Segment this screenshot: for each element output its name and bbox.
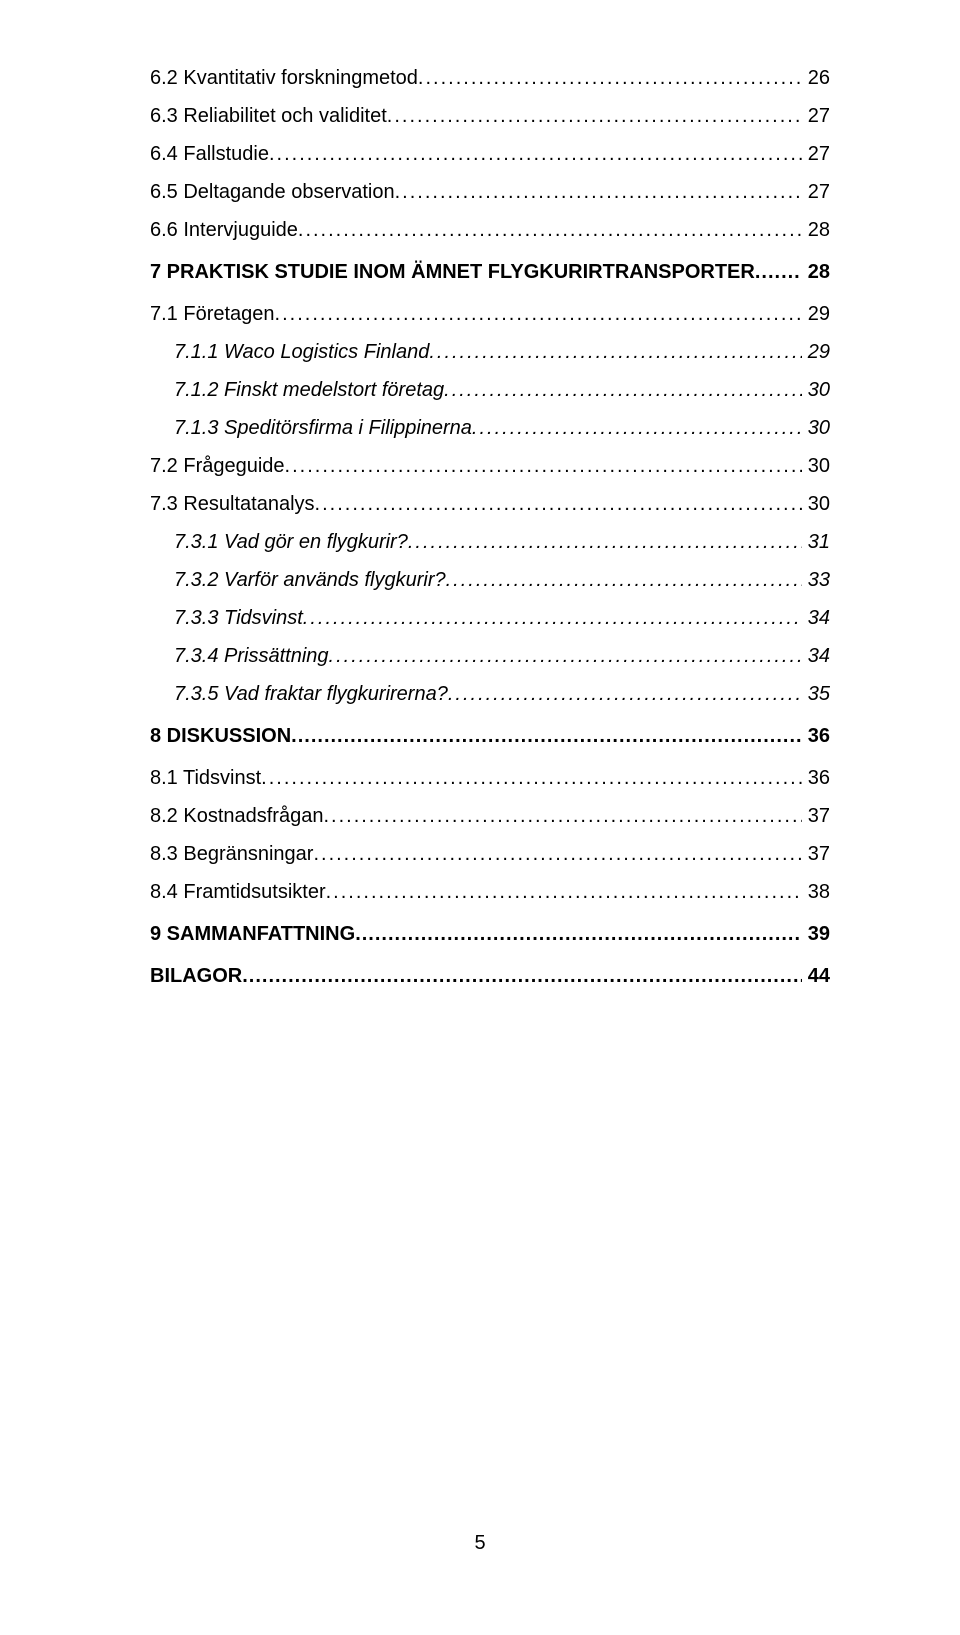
toc-leader-dots	[315, 494, 802, 514]
toc-entry-label: 8 DISKUSSION	[150, 726, 291, 746]
toc-entry-page: 34	[802, 646, 830, 666]
toc-entry-label: 7.3.1 Vad gör en flygkurir?	[174, 532, 408, 552]
toc-entry-label: BILAGOR	[150, 966, 242, 986]
toc-entry: 7.3.4 Prissättning 34	[150, 646, 830, 666]
toc-entry-label: 7.1.1 Waco Logistics Finland	[174, 342, 429, 362]
toc-entry: 7.1.1 Waco Logistics Finland 29	[150, 342, 830, 362]
toc-entry-page: 39	[802, 924, 830, 944]
toc-leader-dots	[242, 966, 802, 986]
page-number: 5	[0, 1532, 960, 1555]
table-of-contents: 6.2 Kvantitativ forskningmetod 26 6.3 Rel…	[150, 68, 830, 986]
toc-entry-label: 7.1 Företagen	[150, 304, 275, 324]
toc-entry-label: 7.1.2 Finskt medelstort företag	[174, 380, 444, 400]
toc-entry-page: 28	[802, 262, 830, 282]
toc-entry-page: 38	[802, 882, 830, 902]
toc-leader-dots	[387, 106, 802, 126]
toc-leader-dots	[355, 924, 802, 944]
toc-entry-label: 7 PRAKTISK STUDIE INOM ÄMNET FLYGKURIRTR…	[150, 262, 755, 282]
toc-entry-page: 34	[802, 608, 830, 628]
toc-entry-page: 29	[802, 304, 830, 324]
toc-entry-page: 30	[802, 380, 830, 400]
toc-leader-dots	[408, 532, 802, 552]
toc-entry: 6.4 Fallstudie 27	[150, 144, 830, 164]
toc-leader-dots	[269, 144, 802, 164]
toc-entry: BILAGOR 44	[150, 966, 830, 986]
toc-entry-page: 44	[802, 966, 830, 986]
toc-leader-dots	[323, 806, 801, 826]
toc-entry: 6.2 Kvantitativ forskningmetod 26	[150, 68, 830, 88]
toc-entry-label: 8.2 Kostnadsfrågan	[150, 806, 323, 826]
toc-entry: 7.3.2 Varför används flygkurir? 33	[150, 570, 830, 590]
toc-entry-label: 6.3 Reliabilitet och validitet	[150, 106, 387, 126]
toc-entry-page: 33	[802, 570, 830, 590]
toc-entry: 8.3 Begränsningar 37	[150, 844, 830, 864]
toc-entry-label: 7.3.5 Vad fraktar flygkurirerna?	[174, 684, 448, 704]
toc-leader-dots	[444, 380, 802, 400]
toc-leader-dots	[291, 726, 802, 746]
toc-leader-dots	[326, 882, 802, 902]
toc-entry-label: 8.3 Begränsningar	[150, 844, 313, 864]
toc-entry: 7 PRAKTISK STUDIE INOM ÄMNET FLYGKURIRTR…	[150, 262, 830, 282]
toc-entry-page: 30	[802, 494, 830, 514]
toc-leader-dots	[285, 456, 802, 476]
toc-entry-page: 37	[802, 844, 830, 864]
toc-entry: 7.1.3 Speditörsfirma i Filippinerna 30	[150, 418, 830, 438]
toc-entry-label: 8.1 Tidsvinst	[150, 768, 261, 788]
toc-leader-dots	[429, 342, 801, 362]
toc-entry-label: 6.6 Intervjuguide	[150, 220, 298, 240]
toc-entry: 8.1 Tidsvinst 36	[150, 768, 830, 788]
toc-entry-label: 7.1.3 Speditörsfirma i Filippinerna	[174, 418, 472, 438]
toc-entry: 8.4 Framtidsutsikter 38	[150, 882, 830, 902]
toc-entry: 8 DISKUSSION 36	[150, 726, 830, 746]
toc-leader-dots	[261, 768, 802, 788]
toc-entry-label: 7.3.4 Prissättning	[174, 646, 329, 666]
toc-leader-dots	[446, 570, 802, 590]
toc-entry-label: 7.3.2 Varför används flygkurir?	[174, 570, 446, 590]
toc-entry: 7.3.3 Tidsvinst 34	[150, 608, 830, 628]
toc-entry-page: 27	[802, 106, 830, 126]
toc-entry-label: 8.4 Framtidsutsikter	[150, 882, 326, 902]
toc-leader-dots	[298, 220, 802, 240]
toc-entry-page: 30	[802, 456, 830, 476]
toc-leader-dots	[418, 68, 802, 88]
toc-entry: 6.3 Reliabilitet och validitet 27	[150, 106, 830, 126]
toc-entry: 8.2 Kostnadsfrågan 37	[150, 806, 830, 826]
toc-leader-dots	[448, 684, 802, 704]
toc-entry-page: 37	[802, 806, 830, 826]
toc-entry: 6.6 Intervjuguide 28	[150, 220, 830, 240]
toc-entry-page: 27	[802, 144, 830, 164]
toc-entry-page: 28	[802, 220, 830, 240]
toc-entry-page: 31	[802, 532, 830, 552]
toc-entry: 7.1 Företagen 29	[150, 304, 830, 324]
toc-leader-dots	[275, 304, 802, 324]
toc-entry: 6.5 Deltagande observation 27	[150, 182, 830, 202]
toc-leader-dots	[472, 418, 802, 438]
toc-entry: 7.3.1 Vad gör en flygkurir? 31	[150, 532, 830, 552]
page-container: 6.2 Kvantitativ forskningmetod 26 6.3 Rel…	[0, 0, 960, 1635]
toc-entry-label: 6.2 Kvantitativ forskningmetod	[150, 68, 418, 88]
toc-entry-label: 9 SAMMANFATTNING	[150, 924, 355, 944]
toc-leader-dots	[755, 262, 802, 282]
toc-entry-page: 27	[802, 182, 830, 202]
toc-leader-dots	[329, 646, 802, 666]
toc-entry-page: 26	[802, 68, 830, 88]
toc-entry-label: 7.2 Frågeguide	[150, 456, 285, 476]
toc-leader-dots	[395, 182, 802, 202]
toc-leader-dots	[313, 844, 801, 864]
toc-entry: 7.1.2 Finskt medelstort företag 30	[150, 380, 830, 400]
toc-entry: 7.3.5 Vad fraktar flygkurirerna? 35	[150, 684, 830, 704]
toc-entry-page: 29	[802, 342, 830, 362]
toc-entry: 9 SAMMANFATTNING 39	[150, 924, 830, 944]
toc-entry-label: 6.5 Deltagande observation	[150, 182, 395, 202]
toc-entry: 7.2 Frågeguide 30	[150, 456, 830, 476]
toc-entry-page: 36	[802, 726, 830, 746]
toc-entry-page: 30	[802, 418, 830, 438]
toc-entry-label: 7.3 Resultatanalys	[150, 494, 315, 514]
toc-entry-page: 35	[802, 684, 830, 704]
toc-entry-page: 36	[802, 768, 830, 788]
toc-leader-dots	[303, 608, 802, 628]
toc-entry-label: 7.3.3 Tidsvinst	[174, 608, 303, 628]
toc-entry-label: 6.4 Fallstudie	[150, 144, 269, 164]
toc-entry: 7.3 Resultatanalys 30	[150, 494, 830, 514]
